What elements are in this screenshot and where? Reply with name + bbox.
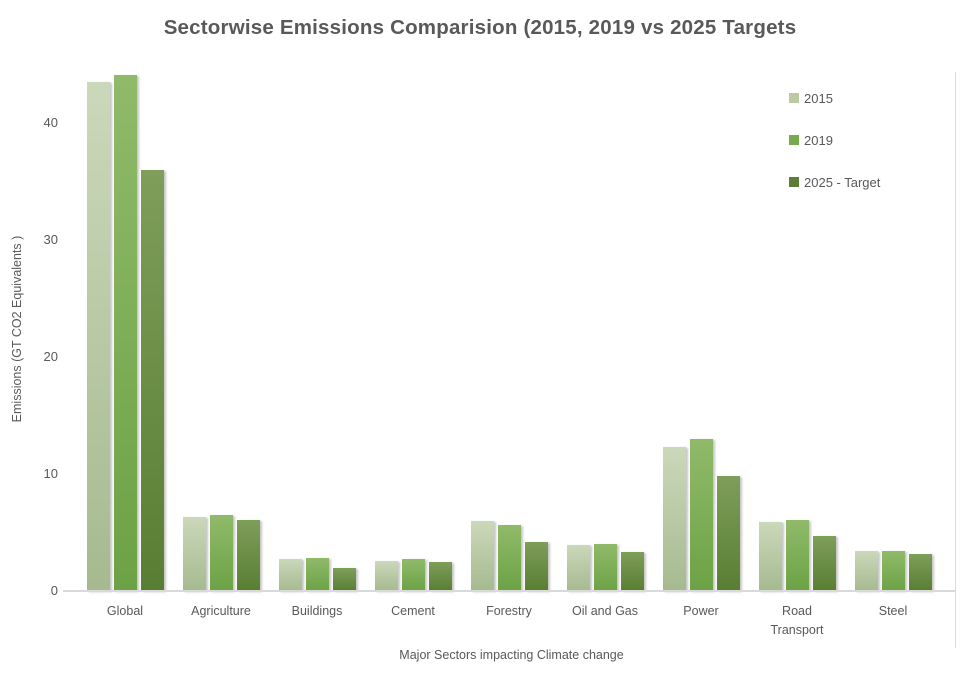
legend: 2015 2019 2025 - Target: [789, 91, 880, 217]
legend-item: 2015: [789, 90, 880, 106]
bar-2015-forestry: [470, 520, 494, 591]
x-category-label: Oil and Gas: [571, 604, 638, 618]
y-axis-title: Emissions (GT CO2 Equivalents ): [10, 235, 24, 423]
x-category-label: Forestry: [486, 604, 532, 618]
bar-2015-global: [86, 82, 110, 591]
legend-label: 2019: [804, 132, 833, 148]
bar-2025-buildings: [332, 567, 356, 591]
bar-2019-power: [689, 438, 713, 591]
y-tick-label: 40: [43, 115, 58, 130]
bar-2019-buildings: [305, 558, 329, 591]
chart-title: Sectorwise Emissions Comparision (2015, …: [163, 16, 797, 39]
x-category-label: Buildings: [291, 604, 343, 618]
legend-item: 2019: [789, 132, 880, 148]
x-category-label: Road Transport: [770, 604, 824, 637]
bar-2019-steel: [881, 551, 905, 591]
y-tick-label: 30: [43, 232, 58, 247]
bar-2015-road-transport: [758, 521, 782, 591]
bar-2015-steel: [854, 551, 878, 591]
legend-swatch-icon: [789, 93, 799, 103]
bar-2019-forestry: [497, 525, 521, 591]
bar-2015-oil-and-gas: [566, 545, 590, 591]
legend-label: 2015: [804, 90, 833, 106]
y-tick-label: 0: [50, 583, 58, 598]
x-category-label: Agriculture: [191, 604, 251, 618]
y-tick-label: 10: [43, 466, 58, 481]
plot-right-border: [955, 72, 956, 648]
bar-2025-power: [716, 476, 740, 591]
bar-2025-oil-and-gas: [620, 552, 644, 591]
bar-2025-agriculture: [236, 519, 260, 591]
x-category-label: Global: [106, 604, 144, 618]
bar-2025-forestry: [524, 541, 548, 591]
x-category-label: Power: [683, 604, 719, 618]
x-axis-line: [63, 590, 956, 592]
bar-2025-cement: [428, 561, 452, 591]
legend-swatch-icon: [789, 135, 799, 145]
y-tick-label: 20: [43, 349, 58, 364]
x-category-label: Steel: [878, 604, 908, 618]
bar-2025-road-transport: [812, 536, 836, 591]
bar-2025-steel: [908, 553, 932, 591]
bar-2019-cement: [401, 559, 425, 591]
bar-2015-buildings: [278, 559, 302, 591]
bar-2019-oil-and-gas: [593, 544, 617, 591]
legend-swatch-icon: [789, 177, 799, 187]
bar-2015-agriculture: [182, 517, 206, 591]
bar-2019-road-transport: [785, 519, 809, 591]
bar-2019-global: [113, 75, 137, 591]
bar-2015-cement: [374, 560, 398, 591]
bar-2019-agriculture: [209, 514, 233, 591]
x-axis-title: Major Sectors impacting Climate change: [399, 648, 624, 662]
bar-2025-global: [140, 169, 164, 591]
legend-label: 2025 - Target: [804, 174, 881, 190]
bar-2015-power: [662, 447, 686, 591]
legend-item: 2025 - Target: [789, 174, 881, 190]
x-category-label: Cement: [391, 604, 435, 618]
